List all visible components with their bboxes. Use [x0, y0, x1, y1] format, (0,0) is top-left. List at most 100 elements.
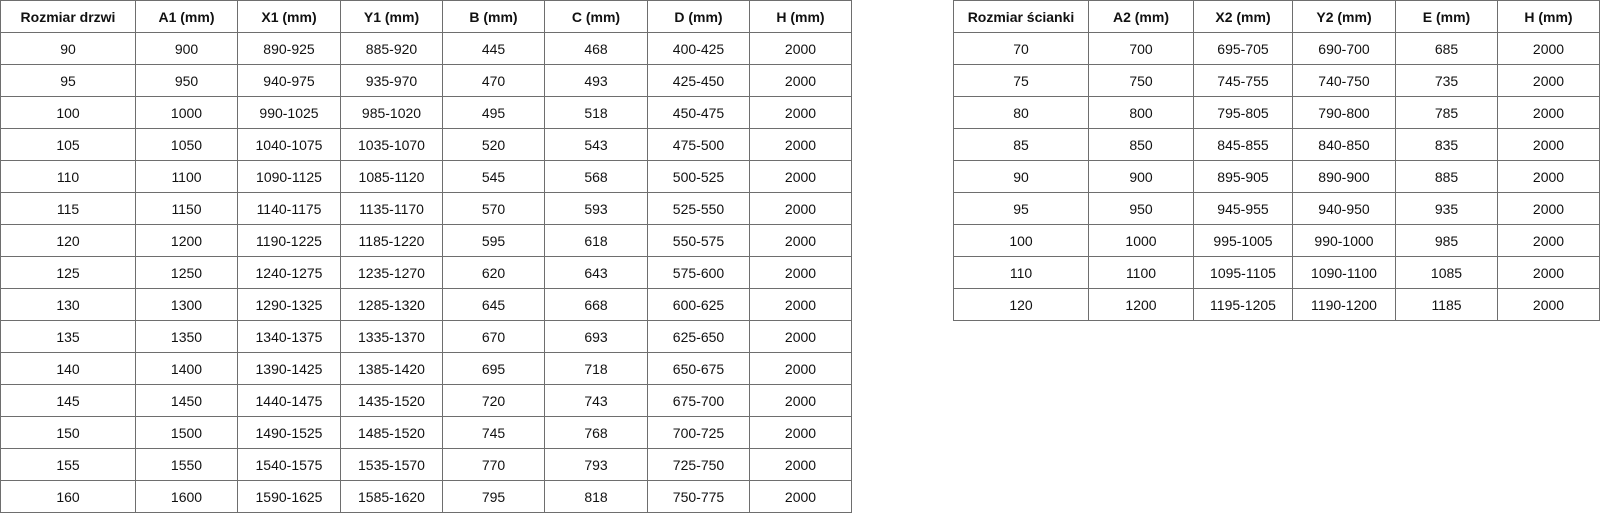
- table-cell: 543: [544, 128, 648, 161]
- column-header: A2 (mm): [1088, 0, 1194, 33]
- table-cell: 2000: [749, 224, 852, 257]
- table-cell: 115: [0, 192, 136, 225]
- table-row: 90 900 890-925 885-920 445 468 400-425 2000: [0, 32, 852, 65]
- table-cell: 1590-1625: [237, 480, 341, 513]
- table-cell: 670: [442, 320, 545, 353]
- table-cell: 525-550: [647, 192, 750, 225]
- table-cell: 1200: [135, 224, 238, 257]
- table-cell: 695: [442, 352, 545, 385]
- table-cell: 1135-1170: [340, 192, 443, 225]
- table-row: 110 1100 1090-1125 1085-1120 545 568 500-525 20…: [0, 160, 852, 193]
- table-cell: 1185-1220: [340, 224, 443, 257]
- table-cell: 475-500: [647, 128, 750, 161]
- table-cell: 2000: [749, 352, 852, 385]
- table-cell: 2000: [749, 320, 852, 353]
- table-cell: 1435-1520: [340, 384, 443, 417]
- table-cell: 450-475: [647, 96, 750, 129]
- table-cell: 700-725: [647, 416, 750, 449]
- table-cell: 80: [953, 96, 1089, 129]
- table-cell: 850: [1088, 128, 1194, 161]
- table-row: 120 1200 1190-1225 1185-1220 595 618 550-575 20…: [0, 224, 852, 257]
- column-header: Y1 (mm): [340, 0, 443, 33]
- table-row: 75 750 745-755 740-750 735 2000: [953, 64, 1600, 97]
- table-cell: 593: [544, 192, 648, 225]
- door-size-table: Rozmiar drzwi A1 (mm) X1 (mm) Y1 (mm) B (mm)…: [0, 0, 852, 513]
- table-cell: 793: [544, 448, 648, 481]
- table-cell: 1390-1425: [237, 352, 341, 385]
- table-cell: 1040-1075: [237, 128, 341, 161]
- table-cell: 1100: [1088, 256, 1194, 289]
- table-row: 150 1500 1490-1525 1485-1520 745 768 700-725 20…: [0, 416, 852, 449]
- table-cell: 1440-1475: [237, 384, 341, 417]
- table-cell: 835: [1395, 128, 1498, 161]
- table-cell: 740-750: [1292, 64, 1396, 97]
- table-cell: 690-700: [1292, 32, 1396, 65]
- column-header: C (mm): [544, 0, 648, 33]
- table-cell: 493: [544, 64, 648, 97]
- table-cell: 2000: [1497, 288, 1600, 321]
- column-header: B (mm): [442, 0, 545, 33]
- table-cell: 2000: [1497, 192, 1600, 225]
- table-cell: 570: [442, 192, 545, 225]
- table-row: 130 1300 1290-1325 1285-1320 645 668 600-625 20…: [0, 288, 852, 321]
- table-cell: 1450: [135, 384, 238, 417]
- table-cell: 795: [442, 480, 545, 513]
- table-cell: 595: [442, 224, 545, 257]
- table-cell: 1085: [1395, 256, 1498, 289]
- table-cell: 2000: [749, 448, 852, 481]
- table-cell: 120: [0, 224, 136, 257]
- table-row: 100 1000 990-1025 985-1020 495 518 450-475 2000: [0, 96, 852, 129]
- table-cell: 1535-1570: [340, 448, 443, 481]
- table-cell: 1585-1620: [340, 480, 443, 513]
- table-cell: 990-1000: [1292, 224, 1396, 257]
- table-cell: 650-675: [647, 352, 750, 385]
- table-cell: 520: [442, 128, 545, 161]
- table-row: 120 1200 1195-1205 1190-1200 1185 2000: [953, 288, 1600, 321]
- table-cell: 2000: [1497, 256, 1600, 289]
- table-cell: 700: [1088, 32, 1194, 65]
- table-cell: 620: [442, 256, 545, 289]
- table-cell: 140: [0, 352, 136, 385]
- table-cell: 105: [0, 128, 136, 161]
- table-cell: 2000: [749, 384, 852, 417]
- table-row: 85 850 845-855 840-850 835 2000: [953, 128, 1600, 161]
- table-cell: 1600: [135, 480, 238, 513]
- table-cell: 743: [544, 384, 648, 417]
- table-row: 155 1550 1540-1575 1535-1570 770 793 725-750 20…: [0, 448, 852, 481]
- table-cell: 1185: [1395, 288, 1498, 321]
- column-header: H (mm): [1497, 0, 1600, 33]
- column-header: A1 (mm): [135, 0, 238, 33]
- table-cell: 695-705: [1193, 32, 1293, 65]
- column-header: E (mm): [1395, 0, 1498, 33]
- column-header: H (mm): [749, 0, 852, 33]
- table-cell: 2000: [1497, 32, 1600, 65]
- table-cell: 1085-1120: [340, 160, 443, 193]
- table-cell: 2000: [1497, 96, 1600, 129]
- column-header: D (mm): [647, 0, 750, 33]
- table-cell: 600-625: [647, 288, 750, 321]
- table-row: 125 1250 1240-1275 1235-1270 620 643 575-600 20…: [0, 256, 852, 289]
- table-cell: 120: [953, 288, 1089, 321]
- table-cell: 718: [544, 352, 648, 385]
- table-cell: 90: [953, 160, 1089, 193]
- table-row: 100 1000 995-1005 990-1000 985 2000: [953, 224, 1600, 257]
- table-cell: 470: [442, 64, 545, 97]
- table-cell: 2000: [749, 416, 852, 449]
- table-cell: 550-575: [647, 224, 750, 257]
- table-cell: 400-425: [647, 32, 750, 65]
- table-cell: 425-450: [647, 64, 750, 97]
- table-cell: 668: [544, 288, 648, 321]
- table-cell: 940-975: [237, 64, 341, 97]
- column-header: X2 (mm): [1193, 0, 1293, 33]
- table-cell: 1285-1320: [340, 288, 443, 321]
- table-cell: 145: [0, 384, 136, 417]
- table-cell: 1335-1370: [340, 320, 443, 353]
- table-cell: 1250: [135, 256, 238, 289]
- table-row: 80 800 795-805 790-800 785 2000: [953, 96, 1600, 129]
- table-cell: 1485-1520: [340, 416, 443, 449]
- table-cell: 795-805: [1193, 96, 1293, 129]
- table-cell: 2000: [1497, 64, 1600, 97]
- table-cell: 2000: [1497, 224, 1600, 257]
- table-cell: 1140-1175: [237, 192, 341, 225]
- table-cell: 2000: [749, 192, 852, 225]
